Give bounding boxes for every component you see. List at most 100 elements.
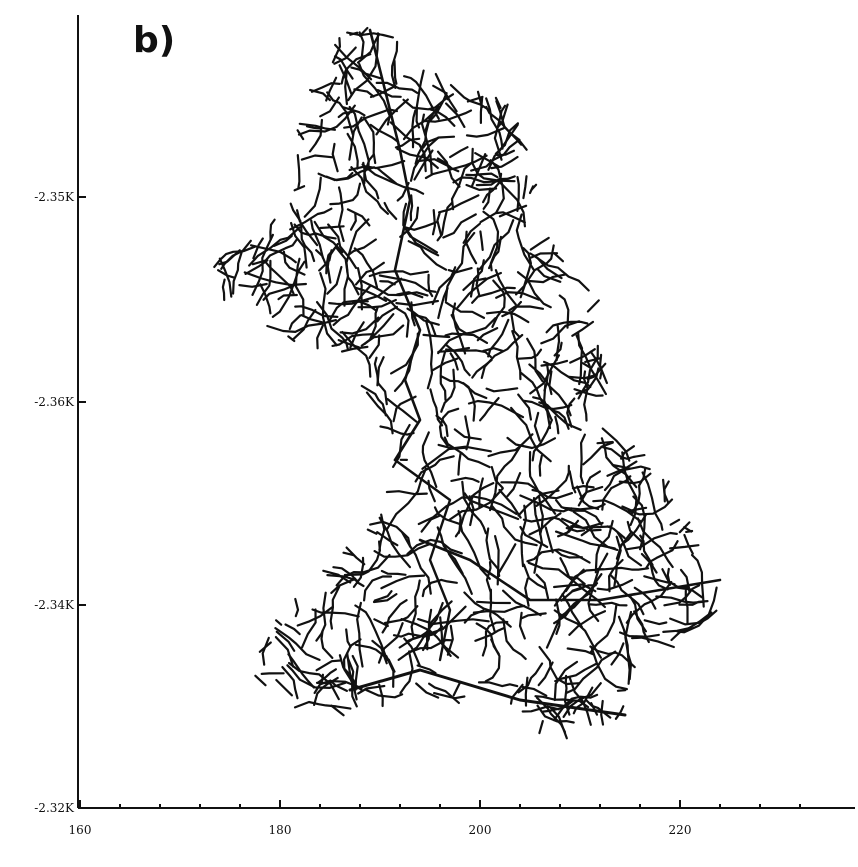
river-channel [422,333,451,339]
river-channel [450,314,469,336]
river-channel [471,358,493,379]
river-channel [369,520,412,548]
river-channel [571,320,595,337]
river-channel [543,383,553,421]
river-channel [368,270,429,278]
river-channel [449,352,459,371]
river-channel [390,332,419,375]
river-channel [462,381,476,422]
river-channel [506,472,522,498]
river-channel [570,525,602,532]
river-channel [244,259,269,275]
river-channel [482,172,503,204]
river-channel [365,688,404,699]
river-channel [457,482,495,535]
river-channel [522,175,528,200]
river-channel [284,623,301,636]
river-channel [466,95,484,103]
river-channel [315,591,327,642]
river-channel [300,223,316,263]
river-channel [254,674,267,687]
river-channel [325,171,354,182]
river-channel [494,96,502,109]
river-channel [320,629,334,659]
river-channel [218,257,233,298]
river-channel [376,89,402,98]
river-channel [289,202,302,223]
river-channel [274,636,295,668]
river-channel [369,123,400,143]
river-channel [626,520,643,543]
river-channel [310,219,324,259]
river-channel [544,526,554,554]
river-channel [471,286,516,304]
river-channel [288,314,302,331]
river-channel [586,299,600,313]
x-axis-ticks: 160 180 200 220 [69,800,801,837]
river-channel [332,284,372,326]
river-channel [633,586,657,610]
river-channel [615,532,632,560]
river-channel [496,149,515,157]
river-channel [495,100,523,146]
river-channel [465,127,505,138]
river-channel [569,348,596,364]
river-channel [410,301,416,327]
river-channel [416,664,437,675]
river-channel [322,569,352,584]
river-channel [474,152,501,168]
river-channel [506,436,556,450]
river-channel [375,81,419,94]
river-channel [563,674,571,716]
river-channel [354,643,396,673]
river-channel [294,597,300,618]
river-channel [529,236,550,251]
river-channel [303,176,322,218]
river-channel [383,201,398,220]
river-channel [496,179,526,228]
river-channel [329,585,341,630]
river-channel [333,55,354,80]
river-channel [494,535,500,586]
river-channel [594,519,614,574]
river-channel [349,212,357,231]
river-channel [351,678,358,708]
river-channel [361,163,425,195]
river-channel [450,476,480,483]
river-channel [335,554,391,587]
river-channel [313,681,331,706]
river-channel [427,273,434,298]
river-channel [603,465,651,492]
river-channel [475,622,500,655]
river-channel [566,397,576,428]
river-channel [596,440,614,445]
x-tick-label: 160 [69,823,92,837]
axes [77,15,855,809]
river-channel [529,354,560,395]
river-channel [632,495,646,551]
river-channel [376,356,385,387]
river-channel [524,676,529,707]
river-channel [337,186,345,243]
river-channel [281,666,299,700]
river-channel [582,370,589,422]
river-channel [528,512,562,536]
river-channel [346,208,371,227]
river-channel [602,446,646,460]
y-axis-ticks: -2.35K -2.36K -2.34K -2.32K [34,190,86,815]
river-channel [451,302,467,355]
river-channel [447,552,473,595]
river-channel [221,278,226,302]
river-channel [329,679,348,692]
river-channel [252,237,264,260]
river-channel [385,490,428,496]
x-tick-label: 220 [669,823,692,837]
river-channel [477,681,519,688]
river-channel [259,283,272,315]
river-channel [436,211,443,236]
river-channel [297,104,356,136]
river-channel [438,194,480,214]
river-channel [399,650,414,695]
river-channel [553,598,582,625]
river-channel [248,226,301,267]
